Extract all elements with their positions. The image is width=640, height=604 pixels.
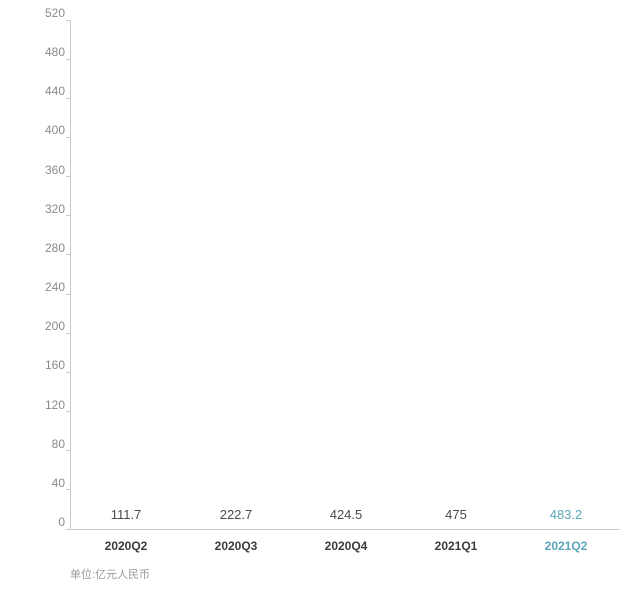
y-tick-mark (66, 254, 71, 255)
y-tick-mark (66, 294, 71, 295)
y-tick-mark (66, 333, 71, 334)
bar-value-label: 483.2 (536, 507, 596, 522)
x-tick-label: 2020Q2 (96, 529, 156, 553)
y-tick-label: 480 (31, 45, 65, 59)
y-tick-mark (66, 529, 71, 530)
plot-area: 0408012016020024028032036040044048052011… (70, 20, 620, 530)
y-tick-label: 200 (31, 319, 65, 333)
bar-chart: 0 40 80 120 160 200 240 280 320 360 400 440 480 520 11… (0, 0, 640, 604)
y-tick-mark (66, 137, 71, 138)
y-tick-label: 0 (31, 515, 65, 529)
bar-value-label: 111.7 (96, 507, 156, 522)
x-tick-label: 2021Q2 (536, 529, 596, 553)
y-tick-mark (66, 372, 71, 373)
y-tick-mark (66, 450, 71, 451)
y-tick-label: 280 (31, 241, 65, 255)
x-tick-label: 2020Q3 (206, 529, 266, 553)
y-tick-label: 440 (31, 84, 65, 98)
y-tick-label: 360 (31, 163, 65, 177)
x-tick-label: 2020Q4 (316, 529, 376, 553)
y-tick-mark (66, 215, 71, 216)
y-tick-label: 400 (31, 123, 65, 137)
y-tick-mark (66, 411, 71, 412)
y-tick-mark (66, 176, 71, 177)
bar-value-label: 222.7 (206, 507, 266, 522)
y-tick-label: 520 (31, 6, 65, 20)
y-tick-label: 40 (31, 476, 65, 490)
y-tick-label: 80 (31, 437, 65, 451)
unit-footnote: 单位:亿元人民币 (70, 566, 150, 582)
bar-value-label: 424.5 (316, 507, 376, 522)
y-tick-mark (66, 20, 71, 21)
bar-value-label: 475 (426, 507, 486, 522)
y-tick-label: 240 (31, 280, 65, 294)
y-tick-mark (66, 59, 71, 60)
y-tick-mark (66, 489, 71, 490)
y-tick-label: 160 (31, 358, 65, 372)
y-tick-label: 120 (31, 398, 65, 412)
y-tick-label: 320 (31, 202, 65, 216)
x-tick-label: 2021Q1 (426, 529, 486, 553)
y-tick-mark (66, 98, 71, 99)
